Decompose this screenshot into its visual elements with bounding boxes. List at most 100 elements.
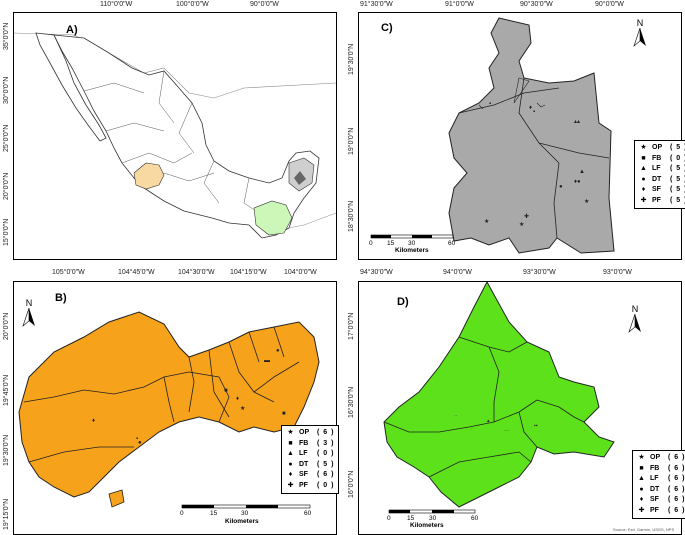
mexico-map [14,32,336,239]
b-legend: ★ OP ( 6 ) ■ FB ( 3 ) ▲ LF ( 0 ) ● DT ( 5 ) ♦ SF (… [281,425,340,494]
north-arrow-icon [22,307,35,327]
d-scalebar [388,509,476,514]
c-legend-sym-2: ▲ [640,165,647,172]
c-xtick-0: 91°30'0"W [360,1,393,8]
c-legend-code-3: DT [652,175,662,183]
c-legend: ★ OP ( 5 ) ■ FB ( 0 ) ▲ LF ( 5 ) ● DT ( 5 ) ♦ SF (… [634,140,685,209]
b-xtick-1: 104°45'0"W [118,269,155,276]
b-ytick-2: 19°30'0"N [3,434,10,466]
b-legend-code-3: DT [299,460,309,468]
svg-text:★: ★ [584,198,589,205]
jalisco-highlight [133,162,165,190]
svg-text:★: ★ [519,221,524,228]
a-map-frame [13,12,337,260]
c-scale-tick-2: 30 [408,240,416,247]
b-legend-sym-5: ✚ [287,481,294,489]
d-scale-tick-0: 0 [387,515,391,522]
d-xtick-1: 94°0'0"W [443,269,472,276]
b-ytick-3: 19°15'0"N [3,498,10,530]
d-legend-count-1: ( 6 ) [668,464,685,472]
d-scale-tick-3: 60 [471,515,479,522]
svg-text:♦: ♦ [529,105,532,111]
panel-b: 105°0'0"W 104°45'0"W 104°30'0"W 104°15'0… [0,268,340,535]
panel-a: 110°0'0"W 100°0'0"W 90°0'0"W 35°0'0"N 30… [0,0,340,262]
b-xtick-0: 105°0'0"W [52,269,85,276]
c-scalebar [370,234,454,239]
c-scale-tick-0: 0 [369,240,373,247]
b-legend-code-4: SF [299,471,308,478]
panel-d: 94°30'0"W 94°0'0"W 93°30'0"W 93°0'0"W 17… [345,268,685,535]
svg-text:♦: ♦ [236,396,239,402]
a-panel-label: A) [66,24,78,36]
b-xtick-2: 104°30'0"W [178,269,215,276]
a-xtick-2: 90°0'0"W [250,1,279,8]
b-legend-count-1: ( 3 ) [317,439,335,447]
c-legend-code-2: LF [652,165,661,172]
c-legend-sym-5: ✚ [640,196,647,204]
svg-text:▪: ▪ [533,109,535,115]
svg-text:★: ★ [240,405,245,412]
b-map-frame: ♦ ▪ ● ■ ♦ ★ ■ ▬ ● [13,281,337,535]
b-xtick-4: 104°0'0"W [284,269,317,276]
b-scale-tick-1: 15 [210,510,218,517]
campeche-map: ▪♦▪ ▴▴▲♦● ★★✚ ★● [370,17,615,254]
c-legend-sym-1: ■ [641,154,646,162]
svg-text:⋅⋅⋅: ⋅⋅⋅ [504,428,509,434]
d-legend-count-2: ( 6 ) [668,475,685,482]
a-xtick-1: 100°0'0"W [176,1,209,8]
b-legend-count-3: ( 5 ) [317,460,335,468]
d-legend-code-2: LF [650,475,659,482]
a-xtick-0: 110°0'0"W [100,1,133,8]
svg-text:●: ● [276,348,280,354]
svg-text:⋅⋅: ⋅⋅ [454,413,458,419]
c-legend-count-1: ( 0 ) [670,154,685,162]
d-legend-sym-2: ▲ [638,475,645,482]
tabasco-region [383,282,615,508]
d-scale-unit: Kilometers [410,522,444,529]
b-north-arrow: N [22,298,36,330]
c-north-label: N [636,18,644,28]
d-legend-code-0: OP [650,454,661,461]
c-map-frame: ▪ ♦ ▪ ▴▴ ▲ ♦● ★ ★ ✚ ★ ● [358,12,682,260]
svg-text:■: ■ [224,388,228,394]
svg-text:▪: ▪ [136,436,138,442]
b-legend-count-5: ( 0 ) [317,481,335,489]
b-legend-code-1: FB [299,439,309,447]
c-legend-sym-0: ★ [640,144,647,151]
d-legend-code-5: PF [650,506,659,514]
c-legend-count-3: ( 5 ) [670,175,685,183]
c-legend-count-0: ( 5 ) [670,144,685,151]
c-panel-label: C) [381,22,393,34]
b-legend-count-4: ( 6 ) [317,471,335,478]
b-legend-sym-0: ★ [287,429,294,436]
d-north-arrow: N [628,304,642,336]
c-legend-code-0: OP [652,144,663,151]
panel-c: 91°30'0"W 91°0'0"W 90°30'0"W 90°0'0"W 19… [345,0,685,262]
c-legend-count-4: ( 5 ) [670,186,685,193]
b-scale-tick-2: 30 [241,510,249,517]
b-legend-sym-3: ● [288,460,293,468]
svg-text:●: ● [138,440,142,446]
svg-text:▴▴: ▴▴ [574,119,580,125]
d-map-frame: ⋅⋅ ▴ ⋅⋅⋅ ▪▪ ⋅ ⋅ [358,281,682,535]
c-legend-code-1: FB [652,154,662,162]
b-legend-code-0: OP [299,429,310,436]
a-ytick-3: 20°0'0"N [3,172,10,200]
d-legend-count-3: ( 6 ) [668,485,685,493]
svg-text:★: ★ [484,218,489,225]
d-xtick-3: 93°0'0"W [603,269,632,276]
campeche-region [448,17,615,254]
b-xtick-3: 104°15'0"W [230,269,267,276]
d-panel-label: D) [397,296,409,308]
d-ytick-0: 17°0'0"N [348,312,355,340]
b-legend-sym-4: ♦ [288,471,293,478]
d-legend-count-0: ( 6 ) [668,454,685,461]
b-legend-count-0: ( 6 ) [317,429,335,436]
tabasco-map: ⋅⋅▴⋅⋅⋅ ▪▪⋅⋅ [383,282,615,514]
b-scalebar [181,504,311,509]
d-scale-tick-2: 30 [429,515,437,522]
c-legend-code-5: PF [652,196,661,204]
c-ytick-2: 18°30'0"N [348,200,355,232]
d-ytick-1: 16°30'0"N [348,386,355,418]
d-legend-sym-1: ■ [639,464,644,472]
